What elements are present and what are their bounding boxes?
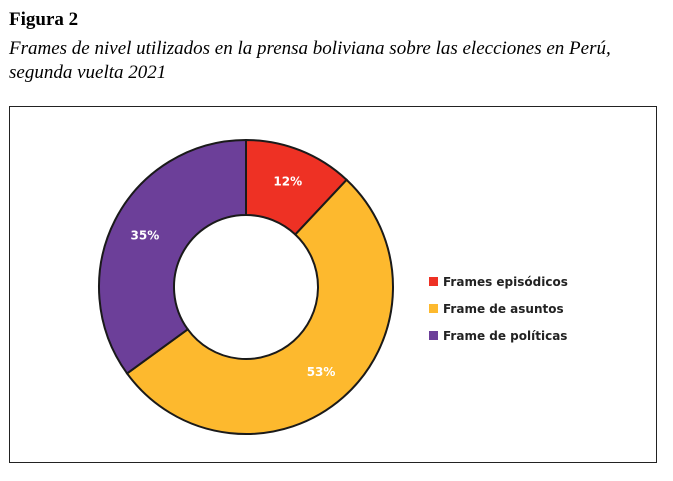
slice-label-frame-de-politicas: 35% xyxy=(131,228,160,242)
donut-chart: 12% 53% 35% Frames episódicos Frame de asunt… xyxy=(98,138,568,435)
chart-frame: 12% 53% 35% Frames episódicos Frame de asunt… xyxy=(9,106,657,463)
donut-slice-frame-de-politicas xyxy=(98,138,247,375)
legend-label-frames-episodicos: Frames episódicos xyxy=(443,275,568,289)
legend-swatch-frames-episodicos xyxy=(429,277,438,286)
figure-label: Figura 2 xyxy=(9,9,79,30)
figure-caption: Frames de nivel utilizados en la prensa … xyxy=(9,37,669,85)
figure-caption-line-2: segunda vuelta 2021 xyxy=(9,62,167,83)
figure-caption-line-1: Frames de nivel utilizados en la prensa … xyxy=(9,38,611,59)
legend-label-frame-de-asuntos: Frame de asuntos xyxy=(443,302,564,316)
legend-swatch-frame-de-politicas xyxy=(429,331,438,340)
legend-label-frame-de-politicas: Frame de políticas xyxy=(443,329,567,343)
slice-label-frames-episodicos: 12% xyxy=(273,174,302,188)
legend-swatch-frame-de-asuntos xyxy=(429,304,438,313)
donut-slice-frame-de-asuntos xyxy=(125,178,395,435)
slice-label-frame-de-asuntos: 53% xyxy=(307,365,336,379)
